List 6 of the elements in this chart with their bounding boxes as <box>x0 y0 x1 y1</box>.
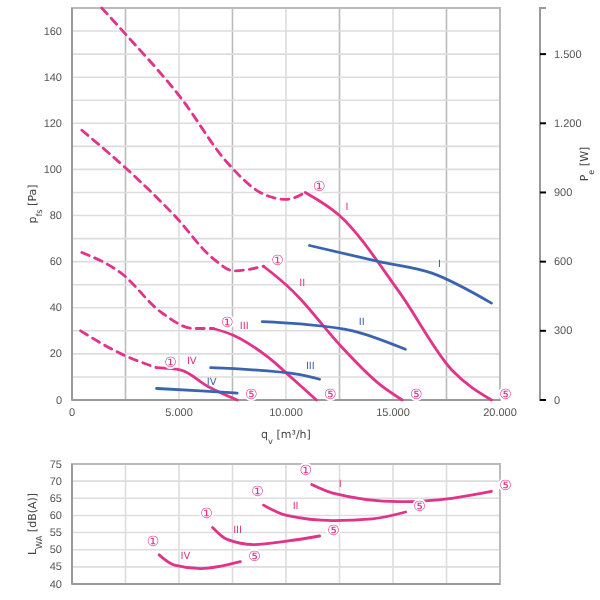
line-series <box>260 320 407 351</box>
line-series <box>310 483 493 504</box>
line-series <box>211 526 321 546</box>
line-series <box>308 244 493 305</box>
line-series <box>262 503 408 522</box>
line-series <box>157 553 242 570</box>
